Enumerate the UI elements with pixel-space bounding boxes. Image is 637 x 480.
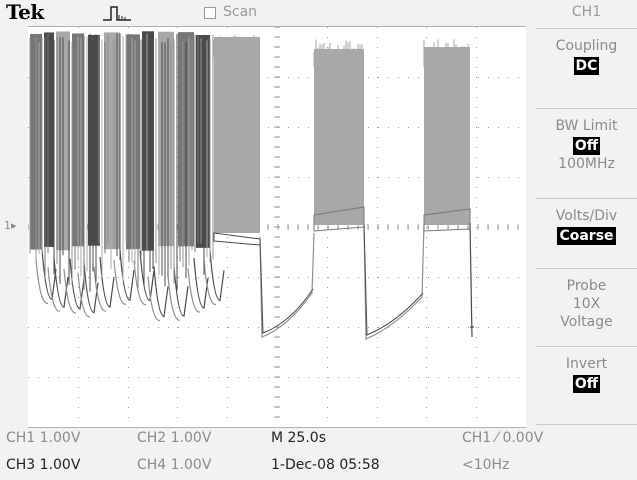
trigger-readout: CH1 ⁄ 0.00V	[462, 430, 544, 446]
burst-tail	[173, 266, 189, 317]
menu-title: CH1	[571, 4, 602, 20]
burst-block	[158, 31, 174, 247]
burst-block	[214, 37, 260, 233]
scan-checkbox[interactable]	[204, 7, 216, 19]
burst-tail	[133, 260, 147, 306]
burst-tail	[53, 257, 69, 308]
burst-block	[104, 32, 120, 250]
volts-div-menu-button[interactable]: Volts/Div Coarse	[536, 198, 637, 269]
decay-curve	[363, 222, 425, 340]
waveform-display	[27, 26, 526, 428]
volts-div-label: Volts/Div	[555, 208, 618, 224]
invert-menu-button[interactable]: Invert Off	[536, 346, 637, 425]
ch1-scale: CH1 1.00V	[6, 430, 81, 446]
coupling-menu-button[interactable]: Coupling DC	[536, 28, 637, 109]
decay-curve	[259, 238, 314, 334]
ch4-scale: CH4 1.00V	[137, 457, 212, 473]
burst-tail	[187, 267, 201, 313]
ground-marker-icon: 1▸	[4, 219, 17, 232]
probe-type: Voltage	[560, 314, 613, 330]
timebase-readout: M 25.0s	[271, 430, 326, 446]
probe-attenuation: 10X	[572, 296, 601, 312]
bw-limit-value: Off	[572, 137, 601, 155]
bw-limit-sub: 100MHz	[558, 156, 615, 172]
burst-floor	[213, 232, 261, 246]
probe-menu-button[interactable]: Probe 10X Voltage	[536, 268, 637, 347]
scan-label: Scan	[223, 4, 258, 20]
burst-tail	[47, 267, 61, 312]
burst-tail	[167, 276, 181, 321]
coupling-label: Coupling	[555, 38, 618, 54]
trigger-frequency: <10Hz	[462, 457, 510, 473]
burst-tail	[35, 259, 49, 304]
invert-label: Invert	[565, 356, 608, 372]
burst-tail	[153, 266, 169, 318]
menu-divider	[536, 424, 637, 425]
probe-label: Probe	[566, 278, 607, 294]
bw-limit-menu-button[interactable]: BW Limit Off 100MHz	[536, 108, 637, 199]
burst-block	[314, 49, 364, 225]
coupling-value: DC	[573, 57, 600, 75]
burst-tail	[193, 257, 209, 309]
burst-tail	[93, 266, 107, 312]
channel-menu: CH1 Coupling DC BW Limit Off 100MHz Volt…	[536, 0, 637, 426]
trigger-pulse-icon	[103, 6, 131, 21]
waveform-svg	[27, 26, 519, 418]
burst-tail	[63, 268, 77, 314]
burst-tail	[147, 276, 161, 321]
burst-tail	[209, 250, 225, 302]
burst-tail	[113, 260, 127, 305]
burst-tail	[139, 250, 155, 302]
burst-tail	[99, 256, 115, 308]
burst-tail	[69, 258, 85, 310]
burst-block	[142, 31, 154, 251]
bw-limit-label: BW Limit	[555, 118, 618, 134]
date-time: 1-Dec-08 05:58	[271, 457, 380, 473]
volts-div-value: Coarse	[557, 227, 616, 245]
burst-tail	[203, 260, 217, 306]
brand-logo: Tek	[6, 0, 44, 24]
ch2-scale: CH2 1.00V	[137, 430, 212, 446]
decay-curve	[363, 224, 424, 336]
burst-block	[424, 47, 470, 225]
waveform-traces	[29, 31, 474, 340]
burst-tail	[83, 262, 99, 314]
burst-tail	[119, 250, 135, 301]
ch3-scale: CH3 1.00V	[6, 457, 81, 473]
decay-curve	[259, 232, 315, 338]
burst-block	[44, 32, 54, 247]
invert-value: Off	[572, 375, 601, 393]
burst-tail	[77, 272, 91, 318]
trace-end	[469, 222, 474, 338]
burst-block	[88, 34, 100, 246]
